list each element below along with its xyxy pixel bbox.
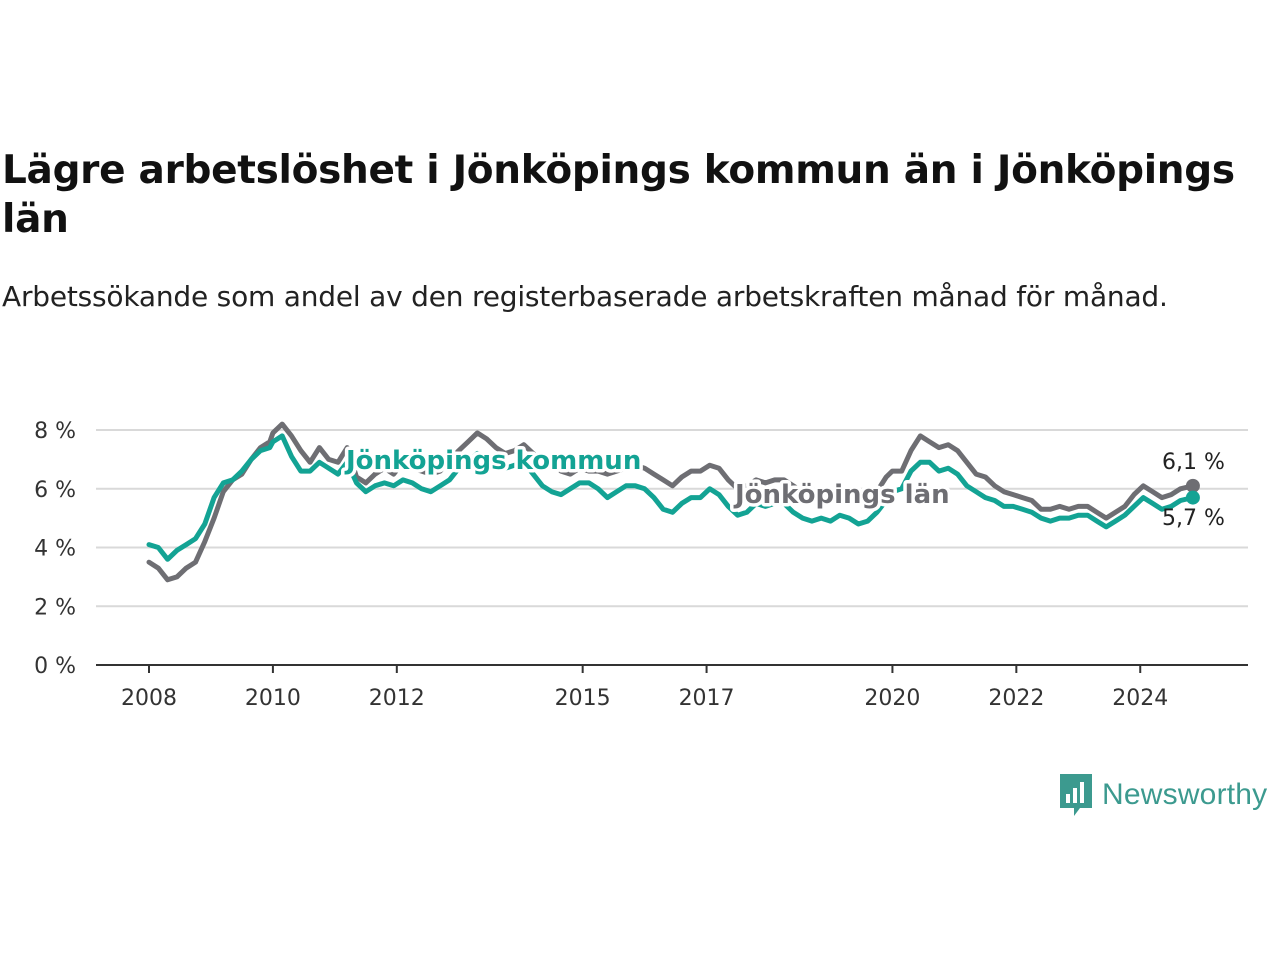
series-labels: Jönköpings kommun Jönköpings län bbox=[341, 443, 954, 514]
end-label-jonkopings-kommun: 5,7 % bbox=[1162, 506, 1225, 531]
end-point-jonkopings-lan bbox=[1185, 478, 1200, 493]
series-lines bbox=[146, 421, 1200, 583]
newsworthy-logo-icon bbox=[1060, 774, 1092, 816]
end-label-jonkopings-lan: 6,1 % bbox=[1162, 450, 1225, 475]
x-tick-label: 2008 bbox=[121, 686, 177, 711]
chart-title: Lägre arbetslöshet i Jönköpings kommun ä… bbox=[2, 148, 1235, 242]
x-tick-label: 2010 bbox=[245, 686, 301, 711]
end-values: 6,1 % 5,7 % bbox=[1162, 450, 1225, 531]
chart-subtitle: Arbetssökande som andel av den registerb… bbox=[2, 280, 1168, 313]
x-tick-label: 2020 bbox=[864, 686, 920, 711]
brand-name: Newsworthy bbox=[1102, 778, 1268, 811]
series-line-jonkopings-lan bbox=[146, 421, 1196, 583]
y-tick-label: 0 % bbox=[34, 654, 76, 679]
y-tick-label: 8 % bbox=[34, 419, 76, 444]
y-tick-label: 6 % bbox=[34, 478, 76, 503]
series-label-jonkopings-kommun: Jönköpings kommun bbox=[344, 446, 641, 476]
x-tick-label: 2012 bbox=[369, 686, 425, 711]
series-label-jonkopings-lan: Jönköpings län bbox=[733, 480, 950, 510]
x-tick-label: 2024 bbox=[1112, 686, 1168, 711]
series-line-jonkopings-kommun bbox=[146, 433, 1196, 562]
y-tick-label: 2 % bbox=[34, 595, 76, 620]
x-tick-label: 2022 bbox=[988, 686, 1044, 711]
end-point-jonkopings-kommun bbox=[1185, 490, 1200, 505]
x-tick-label: 2015 bbox=[555, 686, 611, 711]
newsworthy-brand[interactable]: Newsworthy bbox=[1058, 772, 1267, 818]
x-tick-label: 2017 bbox=[679, 686, 735, 711]
y-tick-label: 4 % bbox=[34, 537, 76, 562]
axes: 0 % 2 % 4 % 6 % 8 % 2008 2010 2012 2015 2017 2020 2… bbox=[34, 419, 1248, 711]
